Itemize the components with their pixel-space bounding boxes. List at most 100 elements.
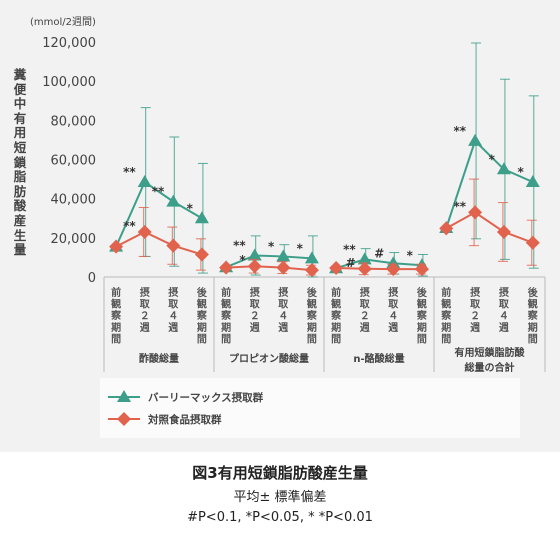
- data-point: [304, 263, 319, 278]
- sfca-line-chart: 0 20,000 40,000 60,000 80,000 100,000 120,000 前…: [42, 36, 546, 374]
- significance-mark: *: [297, 241, 304, 255]
- data-point: [357, 252, 372, 265]
- x-tick-label-char: 察: [110, 309, 122, 322]
- y-axis-title: 糞便中有用短鎖脂肪酸産生量: [13, 67, 27, 258]
- series-line: [115, 230, 203, 256]
- x-tick-label-char: 週: [360, 322, 370, 334]
- data-point: [219, 260, 234, 275]
- x-tick-label-char: 間: [441, 333, 451, 345]
- x-tick-label-char: 取: [278, 299, 289, 311]
- significance-mark: *: [268, 239, 275, 253]
- x-tick-label-char: 期: [197, 321, 207, 334]
- x-tick-label-char: 察: [306, 309, 318, 322]
- figure-title: 図3有用短鎖脂肪酸産生量: [192, 464, 368, 482]
- x-tick-label-char: 取: [388, 299, 399, 311]
- significance-mark: *: [187, 201, 194, 215]
- x-tick-label-char: ２: [140, 310, 150, 322]
- x-tick-label-char: 摂: [278, 286, 288, 299]
- y-tick-label: 20,000: [51, 232, 97, 247]
- significance-mark: #: [374, 246, 384, 260]
- x-tick-label-char: 期: [331, 321, 341, 334]
- significance-mark: *: [407, 248, 414, 262]
- data-point: [276, 249, 291, 262]
- significance-mark: *: [518, 165, 525, 179]
- x-tick-label-char: 期: [441, 321, 451, 334]
- significance-mark: **: [123, 219, 136, 233]
- significance-mark: *: [239, 253, 246, 267]
- x-tick-label-char: 取: [360, 299, 371, 311]
- legend-marker-control: [108, 412, 140, 426]
- data-point: [496, 224, 511, 239]
- x-tick-label-char: 後: [528, 286, 539, 299]
- x-tick-label-char: 期: [307, 321, 317, 334]
- significance-mark: **: [343, 242, 356, 256]
- group-label: プロピオン酸総量: [229, 352, 309, 365]
- x-tick-label-char: 察: [220, 309, 232, 322]
- x-tick-label-char: 取: [470, 299, 481, 311]
- significance-mark: **: [233, 238, 246, 252]
- legend-label-barleymax: バーリーマックス摂取群: [148, 392, 264, 404]
- x-tick-label-char: ２: [470, 310, 480, 322]
- x-tick-label-char: 週: [470, 322, 480, 334]
- y-unit-label: (mmol/2週間): [30, 17, 96, 28]
- x-tick-label-char: 後: [417, 286, 428, 299]
- data-point: [525, 175, 540, 188]
- x-tick-label-char: 前: [111, 286, 121, 299]
- legend-label-control: 対照食品摂取群: [148, 414, 222, 426]
- legend: バーリーマックス摂取群 対照食品摂取群: [100, 378, 520, 438]
- series-line: [115, 180, 203, 248]
- x-tick-label-char: 期: [111, 321, 121, 334]
- significance-mark: *: [489, 152, 496, 166]
- significance-mark: **: [454, 124, 467, 138]
- x-tick-label-char: 週: [388, 322, 398, 334]
- group-label-line2: 総量の合計: [465, 361, 515, 374]
- x-tick-label-char: 間: [307, 333, 317, 345]
- group-label: n-酪酸総量: [353, 352, 404, 365]
- x-tick-label-char: 摂: [168, 286, 178, 299]
- x-tick-label-char: 間: [111, 333, 121, 345]
- x-tick-label-char: 観: [111, 298, 121, 311]
- data-point: [194, 247, 209, 262]
- x-tick-label-char: 週: [168, 322, 178, 334]
- x-tick-label-char: 間: [221, 333, 231, 345]
- x-tick-label-char: 取: [168, 299, 179, 311]
- x-tick-label-char: ２: [250, 310, 260, 322]
- series-line: [226, 265, 312, 272]
- data-point: [137, 175, 152, 188]
- figure-subtitle: 平均± 標準偏差: [233, 490, 327, 505]
- x-tick-label-char: 後: [197, 286, 208, 299]
- data-point: [468, 205, 483, 220]
- x-tick-label-char: 摂: [250, 286, 260, 299]
- x-tick-label-char: 週: [499, 322, 509, 334]
- x-tick-label-char: 期: [221, 321, 231, 334]
- x-tick-label-char: 後: [307, 286, 318, 299]
- x-tick-label-char: 摂: [388, 286, 398, 299]
- series-line: [445, 139, 534, 229]
- x-tick-label-char: 摂: [499, 286, 509, 299]
- y-tick-label: 40,000: [51, 193, 97, 208]
- data-point: [276, 260, 291, 275]
- x-tick-label-char: 取: [250, 299, 261, 311]
- x-tick-label-char: 取: [499, 299, 510, 311]
- x-tick-label-char: 週: [140, 322, 150, 334]
- series-line: [336, 266, 422, 271]
- data-point: [468, 133, 483, 146]
- significance-mark: #: [346, 256, 356, 270]
- x-tick-label-char: 察: [330, 309, 342, 322]
- x-tick-label-char: 摂: [360, 286, 370, 299]
- series-line: [335, 258, 422, 270]
- group-label: 酢酸総量: [139, 352, 179, 365]
- data-point: [109, 239, 124, 254]
- series-line: [225, 254, 312, 269]
- data-point: [525, 235, 540, 250]
- data-point: [414, 262, 429, 277]
- x-tick-label-char: 間: [331, 333, 341, 345]
- data-point: [496, 162, 511, 175]
- x-tick-label-char: 観: [528, 298, 538, 311]
- data-point: [194, 211, 209, 224]
- significance-mark: **: [152, 185, 165, 199]
- x-tick-label-char: 期: [417, 321, 427, 334]
- data-point: [137, 224, 152, 239]
- significance-note: #P<0.1, *P<0.05, * *P<0.01: [187, 510, 373, 525]
- x-tick-label-char: 観: [307, 298, 317, 311]
